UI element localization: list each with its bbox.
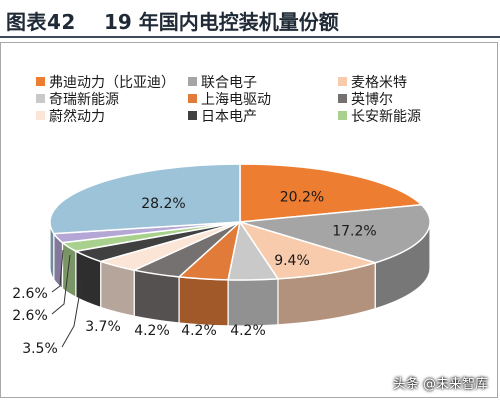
legend-swatch — [338, 111, 347, 120]
pie-slice — [239, 163, 424, 223]
pie-slice — [238, 220, 378, 280]
data-label: 4.2% — [181, 323, 217, 339]
legend-swatch — [338, 77, 347, 86]
pie-slice-side — [178, 276, 229, 327]
legend-swatch — [188, 111, 197, 120]
data-label: 28.2% — [141, 196, 185, 212]
legend-label: 弗迪动力（比亚迪） — [49, 75, 175, 91]
legend-swatch — [36, 77, 45, 86]
data-label: 9.4% — [274, 253, 310, 269]
data-label: 2.6% — [12, 286, 48, 302]
leader-line — [51, 254, 71, 315]
legend-label: 麦格米特 — [351, 75, 407, 91]
legend-swatch — [338, 94, 347, 103]
figure-header: 图表42 19 年国内电控装机量份额 — [0, 0, 500, 38]
leader-line — [61, 279, 83, 348]
legend-label: 奇瑞新能源 — [49, 92, 119, 108]
legend-label: 联合电子 — [201, 75, 257, 91]
data-label: 2.6% — [12, 308, 48, 324]
data-labels: 20.2% 17.2% 28.2% 9.4% 4.2% 4.2% 4.2% 3.7% 3.5% 2… — [12, 189, 376, 357]
legend-swatch — [188, 94, 197, 103]
data-label: 3.5% — [22, 341, 58, 357]
legend-swatch — [36, 94, 45, 103]
watermark: 头条 @未来智库 — [392, 377, 488, 392]
pie-slice — [239, 203, 431, 264]
data-label: 4.2% — [134, 323, 170, 339]
data-label: 3.7% — [85, 319, 121, 335]
leader-line — [51, 249, 64, 293]
chart-frame — [0, 42, 498, 398]
legend-label: 长安新能源 — [351, 109, 421, 125]
pie-top-faces — [49, 163, 431, 281]
legend-label: 日本电产 — [201, 109, 257, 125]
data-label: 20.2% — [280, 189, 324, 205]
legend-label: 蔚然动力 — [49, 109, 105, 125]
data-label: 17.2% — [332, 224, 376, 240]
legend-swatch — [188, 77, 197, 86]
pie-slice-side — [133, 269, 180, 324]
pie-slice-side — [227, 278, 279, 327]
figure-number: 图表42 — [6, 10, 76, 34]
data-label: 4.2% — [230, 323, 266, 339]
legend-label: 英博尔 — [351, 92, 393, 108]
pie-slice — [49, 163, 241, 235]
legend-swatch — [36, 111, 45, 120]
figure-title: 19 年国内电控装机量份额 — [104, 10, 339, 34]
legend-label: 上海电驱动 — [201, 92, 271, 108]
